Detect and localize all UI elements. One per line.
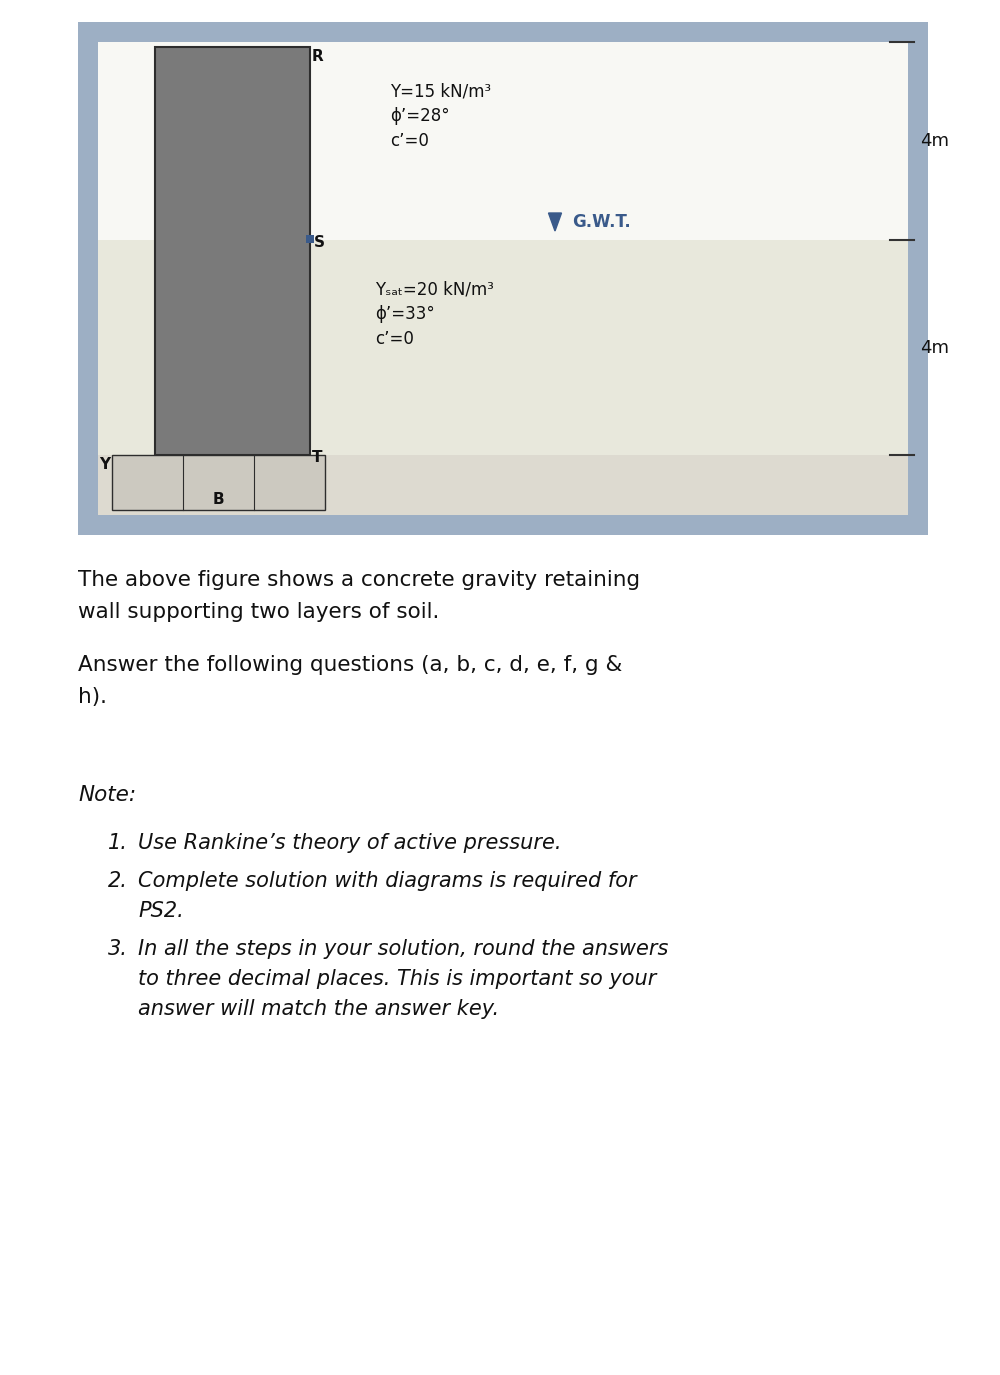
Text: G.W.T.: G.W.T. — [572, 213, 631, 231]
Text: Answer the following questions (a, b, c, d, e, f, g &: Answer the following questions (a, b, c,… — [78, 654, 622, 675]
Text: 1.: 1. — [108, 833, 128, 852]
Text: 2.: 2. — [108, 870, 128, 891]
Text: ϕ’=28°: ϕ’=28° — [390, 107, 450, 125]
Text: c’=0: c’=0 — [375, 330, 414, 348]
Text: Y=15 kN/m³: Y=15 kN/m³ — [390, 82, 491, 100]
Text: Y: Y — [99, 456, 110, 472]
Bar — [98, 455, 908, 516]
Text: c’=0: c’=0 — [390, 132, 429, 150]
Text: Use Rankine’s theory of active pressure.: Use Rankine’s theory of active pressure. — [138, 833, 562, 852]
Bar — [306, 235, 314, 243]
Text: Yₛₐₜ=20 kN/m³: Yₛₐₜ=20 kN/m³ — [375, 280, 494, 298]
Text: R: R — [312, 49, 324, 65]
Text: Complete solution with diagrams is required for: Complete solution with diagrams is requi… — [138, 870, 637, 891]
Bar — [98, 241, 908, 455]
Text: B: B — [213, 492, 224, 507]
Text: h).: h). — [78, 688, 107, 707]
Text: 4m: 4m — [920, 338, 949, 356]
Bar — [155, 47, 310, 455]
Text: to three decimal places. This is important so your: to three decimal places. This is importa… — [138, 969, 656, 989]
Text: answer will match the answer key.: answer will match the answer key. — [138, 1000, 499, 1019]
Text: 4m: 4m — [920, 132, 949, 150]
Polygon shape — [548, 213, 562, 231]
Bar — [112, 455, 325, 510]
Text: S: S — [314, 235, 325, 249]
Text: In all the steps in your solution, round the answers: In all the steps in your solution, round… — [138, 939, 668, 958]
Text: ϕ’=33°: ϕ’=33° — [375, 305, 435, 323]
Text: The above figure shows a concrete gravity retaining: The above figure shows a concrete gravit… — [78, 571, 640, 590]
Text: T: T — [312, 450, 322, 465]
Text: wall supporting two layers of soil.: wall supporting two layers of soil. — [78, 602, 439, 622]
Bar — [98, 43, 908, 241]
Text: Note:: Note: — [78, 785, 136, 804]
Text: PS2.: PS2. — [138, 901, 184, 921]
Text: 3.: 3. — [108, 939, 128, 958]
Bar — [78, 22, 928, 535]
